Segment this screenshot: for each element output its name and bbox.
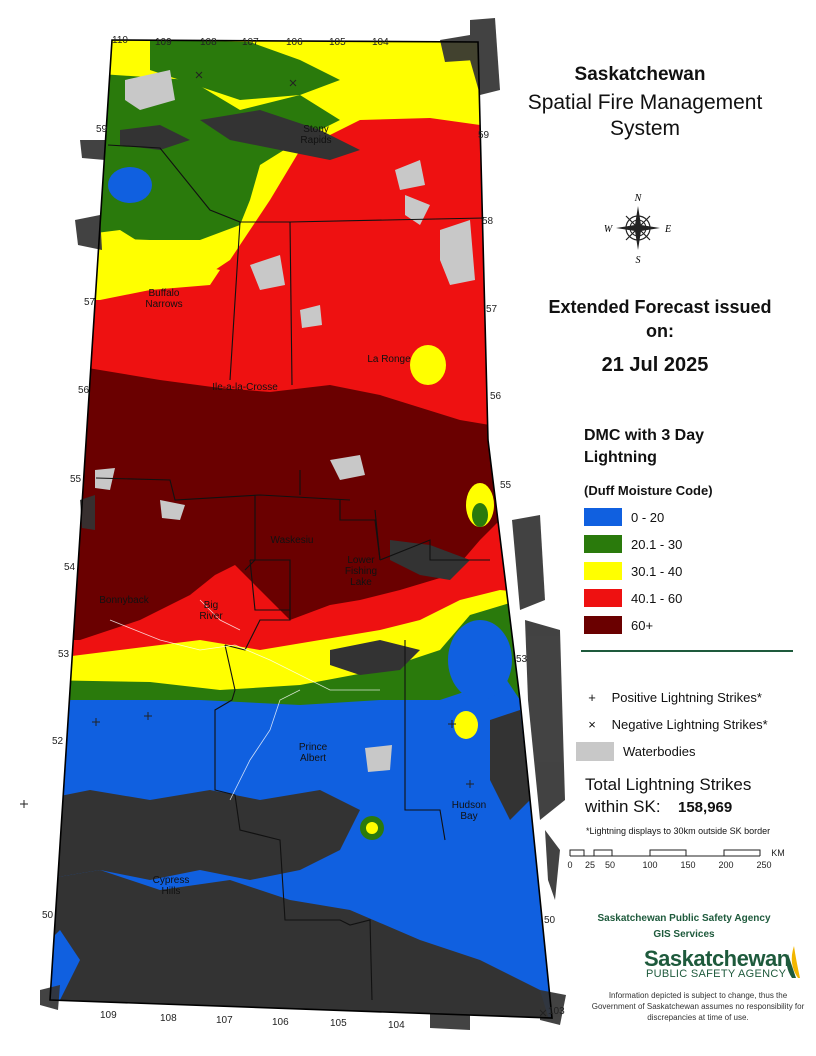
lon-top-106: 106 (286, 37, 303, 48)
lat-left-57: 57 (84, 297, 96, 308)
scale-unit: KM (771, 848, 785, 858)
lon-bottom-108: 108 (160, 1013, 177, 1024)
map-title: Saskatchewan (574, 64, 706, 85)
cross-icon: × (588, 717, 596, 732)
legend-swatch (584, 616, 622, 634)
lon-top-105: 105 (329, 37, 346, 48)
place-buffalo-narrows: Buffalo Narrows (145, 288, 183, 310)
waterbodies-swatch (576, 742, 614, 761)
legend-subheading: (Duff Moisture Code) (584, 483, 713, 498)
lat-right-58: 58 (482, 216, 494, 227)
legend-label: 20.1 - 30 (631, 537, 683, 552)
place-lower-fishing-lake: Lower Fishing Lake (344, 555, 378, 588)
waterbodies-label: Waterbodies (623, 744, 696, 759)
compass-w: W (604, 224, 614, 235)
negative-strikes-label: Negative Lightning Strikes* (611, 717, 768, 732)
total-strikes-label: Total Lightning Strikes (585, 775, 752, 794)
legend-swatch (584, 562, 622, 580)
agency-dept: GIS Services (653, 929, 715, 940)
legend-negative-strikes: × Negative Lightning Strikes* (576, 717, 768, 732)
lon-top-104: 104 (372, 37, 389, 48)
lat-left-52: 52 (52, 736, 64, 747)
legend-label: 40.1 - 60 (631, 591, 683, 606)
legend-swatch (584, 589, 622, 607)
legend-swatch (584, 508, 622, 526)
lat-right-50: 50 (544, 915, 556, 926)
lat-right-59: 59 (478, 130, 490, 141)
spsa-logo: Saskatchewan PUBLIC SAFETY AGENCY (644, 946, 804, 986)
place-bonnyback: Bonnyback (99, 595, 149, 606)
positive-strikes-label: Positive Lightning Strikes* (611, 690, 762, 705)
lat-right-55: 55 (500, 480, 512, 491)
lightning-markers (20, 71, 547, 1017)
lat-right-57: 57 (486, 304, 498, 315)
logo-wordmark: Saskatchewan (644, 946, 790, 971)
lon-bottom-106: 106 (272, 1017, 289, 1028)
lat-left-50: 50 (42, 910, 54, 921)
waterbodies (95, 70, 475, 772)
legend-label: 30.1 - 40 (631, 564, 683, 579)
lon-bottom-104: 104 (388, 1020, 405, 1031)
scale-tick-50: 50 (605, 860, 615, 870)
place-cypress-hills: Cypress Hills (152, 875, 190, 897)
lon-bottom-105: 105 (330, 1018, 347, 1029)
lat-right-53: 53 (516, 654, 528, 665)
wheat-emblem-icon (786, 946, 800, 978)
logo-subtitle: PUBLIC SAFETY AGENCY (646, 968, 787, 980)
legend-label: 0 - 20 (631, 510, 665, 525)
scale-tick-100: 100 (642, 860, 657, 870)
lightning-note: *Lightning displays to 30km outside SK b… (586, 826, 771, 836)
lat-left-53: 53 (58, 649, 70, 660)
scale-bar: 0 25 50 100 150 200 250 KM (567, 848, 785, 870)
lat-left-56: 56 (78, 385, 90, 396)
legend-divider (581, 650, 793, 652)
agency-name: Saskatchewan Public Safety Agency (597, 913, 771, 924)
scale-tick-250: 250 (756, 860, 771, 870)
compass-s: S (636, 255, 641, 266)
lon-bottom-107: 107 (216, 1015, 233, 1026)
scale-tick-200: 200 (718, 860, 733, 870)
compass-n: N (634, 193, 643, 204)
place-waskesiu: Waskesiu (270, 535, 314, 546)
lon-top-109: 109 (155, 37, 172, 48)
scale-tick-25: 25 (585, 860, 595, 870)
compass-rose-icon: N S E W (604, 193, 671, 266)
scale-tick-150: 150 (680, 860, 695, 870)
lon-bottom-103: 103 (548, 1006, 565, 1017)
map-subtitle: Spatial Fire Management System (527, 91, 763, 140)
place-la-ronge: La Ronge (367, 354, 411, 365)
place-big-river: Big River (199, 600, 223, 622)
place-ile-a-la-crosse: Ile-a-la-Crosse (212, 382, 278, 393)
lat-left-55: 55 (70, 474, 82, 485)
forecast-heading: Extended Forecast issued on: (548, 297, 772, 341)
lat-left-54: 54 (64, 562, 76, 573)
legend-heading: DMC with 3 Day Lightning (584, 427, 705, 466)
lat-left-59: 59 (96, 124, 108, 135)
region-boundaries (95, 144, 490, 1001)
total-strikes-count: 158,969 (678, 799, 733, 816)
lon-top-107: 107 (242, 37, 259, 48)
lat-right-56: 56 (490, 391, 502, 402)
place-stony-rapids: Stony Rapids (300, 124, 332, 146)
legend-swatch (584, 535, 622, 553)
forecast-date: 21 Jul 2025 (601, 354, 709, 376)
lon-top-108: 108 (200, 37, 217, 48)
total-strikes-within: within SK: (585, 797, 661, 816)
compass-e: E (664, 224, 671, 235)
lon-bottom-109: 109 (100, 1010, 117, 1021)
rivers (109, 599, 380, 801)
plus-icon: + (588, 690, 596, 705)
province-border (49, 39, 553, 1019)
lon-top-110: 110 (112, 35, 128, 46)
scale-tick-0: 0 (567, 860, 572, 870)
place-hudson-bay: Hudson Bay (451, 800, 487, 822)
legend-label: 60+ (631, 618, 654, 633)
disclaimer: Information depicted is subject to chang… (591, 991, 805, 1022)
legend-positive-strikes: + Positive Lightning Strikes* (576, 690, 762, 705)
place-prince-albert: Prince Albert (298, 742, 328, 764)
